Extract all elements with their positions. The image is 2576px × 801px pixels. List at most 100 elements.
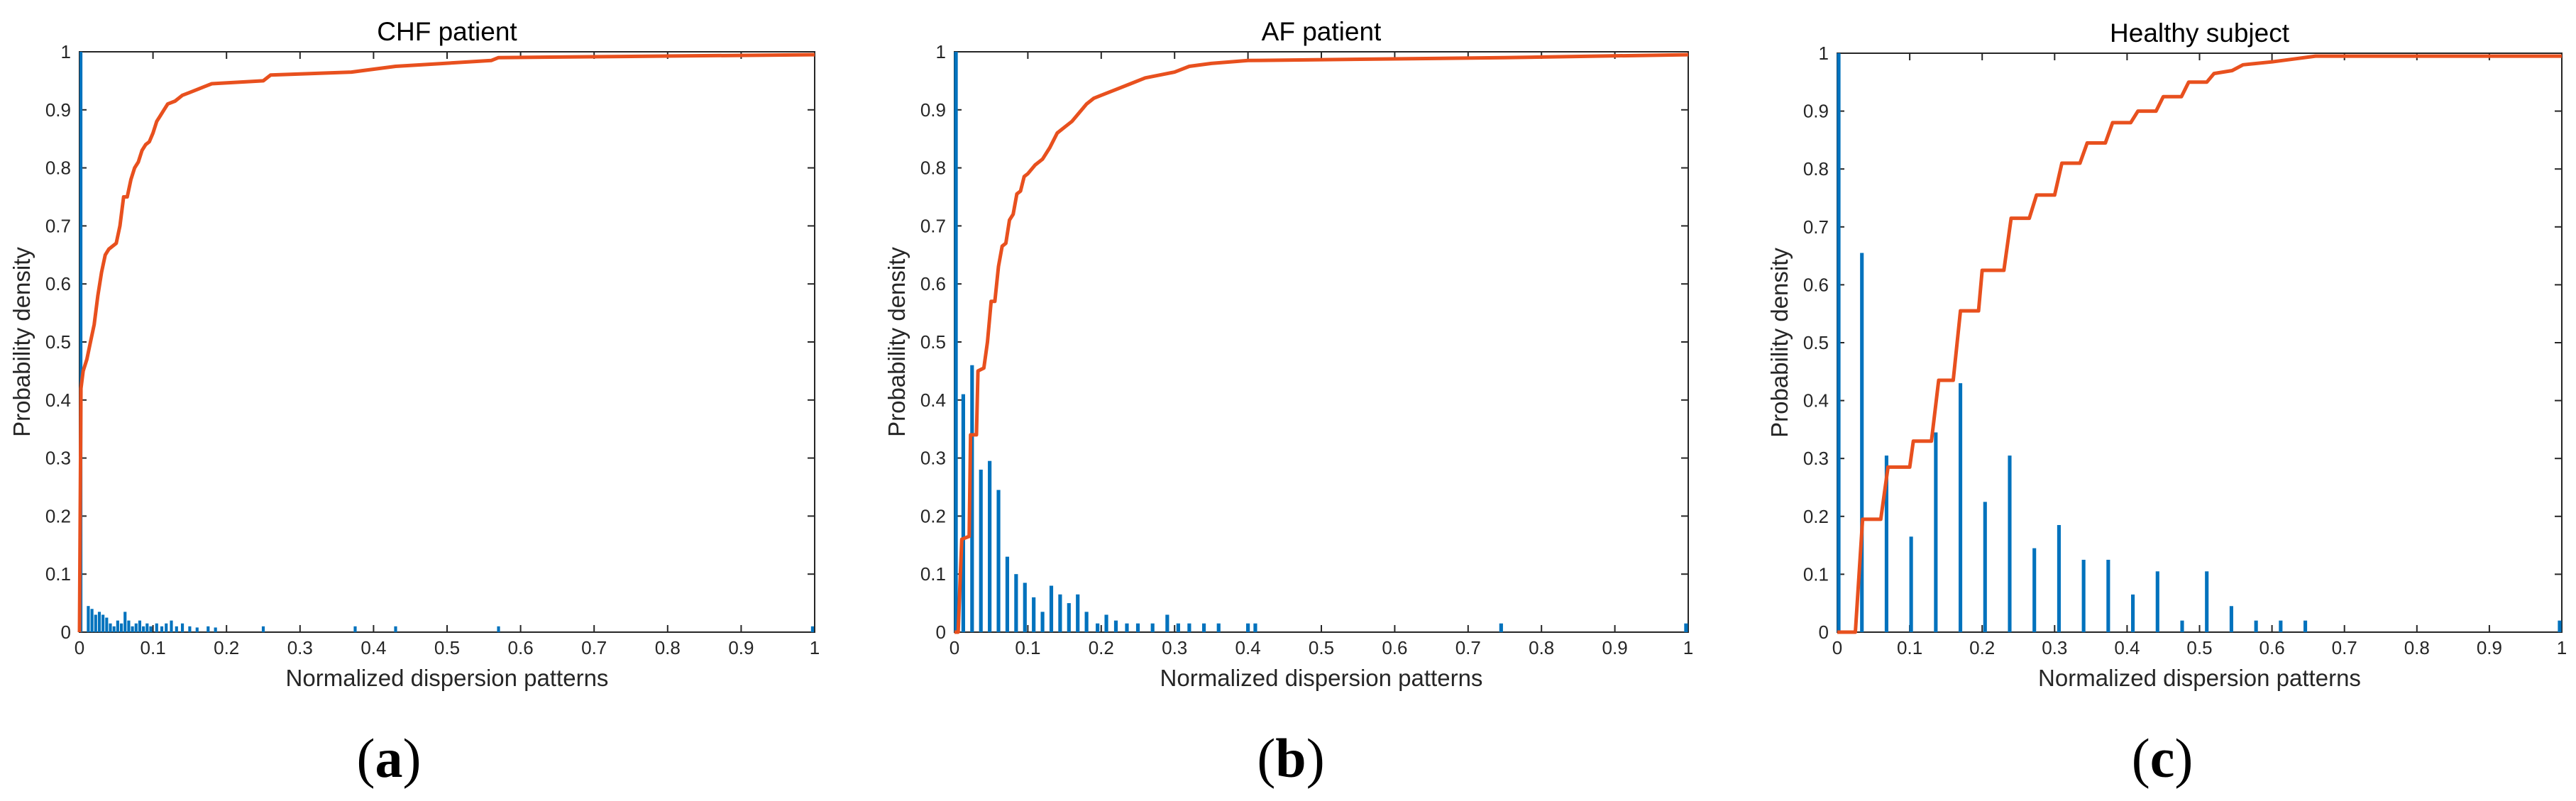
y-tick-label: 1 [61,41,71,62]
x-tick-label: 0.9 [1602,637,1628,658]
histogram-bar [2106,560,2110,632]
histogram-bar [134,623,138,632]
histogram-bar [988,460,992,632]
histogram-bar [116,620,119,632]
histogram-bar [2558,620,2562,632]
plot-frame [954,51,1689,633]
histogram-bar [109,623,112,632]
y-tick-label: 0.8 [1803,158,1829,179]
histogram-bar [101,614,105,632]
panel-label-open: ( [357,727,375,789]
x-tick-label: 0.6 [2259,637,2285,658]
y-tick-label: 0.3 [45,448,71,469]
x-tick-label: 0.5 [434,637,460,658]
cdf-line [1837,54,2562,634]
panel-label-letter: a [375,727,403,789]
histogram-bar [180,623,185,632]
histogram-bar [170,620,173,632]
histogram-bar [394,626,397,632]
y-tick-label: 0.2 [45,505,71,526]
chart-panel-b: 0 0.1 0.2 0.3 0.4 0.5 0.6 0.7 0.8 0.9 1 0 0.1 0.2 0.3 0… [884,17,1693,789]
histogram-bar [165,623,168,632]
panel-label: (a) [357,727,422,789]
y-tick-label: 0.2 [1803,506,1829,527]
y-tick-label: 0.7 [1803,216,1829,238]
histogram-bar [1983,502,1987,632]
x-tick-label: 0.6 [1382,637,1407,658]
histogram-bar [1201,623,1206,632]
histogram-bar [810,626,814,632]
histogram-bar [1216,623,1221,632]
y-tick-label: 0.6 [920,273,946,294]
histogram-bar [1040,612,1045,632]
y-tick-label: 0.7 [920,215,946,236]
histogram-bar [1067,603,1071,632]
histogram-bar [1934,432,1938,632]
cdf-line [954,53,1689,634]
histogram-bar [2057,525,2061,632]
y-tick-label: 0.7 [45,215,71,236]
y-axis-label: Probability density [1766,248,1793,438]
y-tick-label: 0 [936,622,946,643]
y-tick-label: 0.1 [1803,563,1829,585]
x-tick-label: 0 [950,637,959,658]
panel-label-close: ) [2174,727,2193,789]
x-tick-label: 0.4 [360,637,386,658]
histogram-bar [1165,614,1169,632]
histogram-bar [261,626,265,632]
panel-label-open: ( [2132,727,2150,789]
chart-title: AF patient [1262,17,1382,46]
x-tick-label: 0.4 [2114,637,2140,658]
x-tick-label: 0.6 [508,637,534,658]
histogram-bar [155,623,158,632]
y-tick-label: 0.6 [45,273,71,294]
x-tick-label: 0.8 [1529,637,1554,658]
histogram-bar [1909,536,1913,632]
panel-label-letter: c [2150,727,2175,789]
histogram-bar [961,394,965,632]
histogram-bar [2279,620,2283,632]
x-tick-label: 0.2 [1969,637,1995,658]
histogram-bar [1096,623,1100,632]
histogram-bar [2229,606,2233,632]
y-tick-label: 0 [61,622,71,643]
x-tick-label: 0.2 [1089,637,1114,658]
y-tick-label: 0.8 [45,158,71,179]
histogram-bar [79,52,83,632]
histogram-bar [1684,623,1688,632]
chart-title: Healthy subject [2110,18,2290,48]
histogram-bar [2180,620,2184,632]
histogram-bar [160,626,164,632]
x-tick-label: 1 [810,637,820,658]
y-tick-label: 0.9 [45,99,71,121]
histogram-bar [145,623,149,632]
y-tick-label: 0.5 [920,331,946,353]
y-tick-label: 0.9 [920,99,946,121]
y-axis-label: Probability density [884,247,910,437]
y-tick-label: 0.4 [920,390,946,411]
y-tick-label: 0.8 [920,158,946,179]
x-tick-label: 0.1 [141,637,166,658]
y-tick-label: 0.5 [1803,332,1829,353]
histogram-bar [123,612,127,632]
x-tick-label: 0.5 [2186,637,2212,658]
histogram-bar [1049,585,1054,632]
x-tick-label: 0.8 [655,637,681,658]
histogram-bar [2303,620,2308,632]
histogram-bar [979,469,983,632]
x-tick-label: 1 [1683,637,1693,658]
x-tick-label: 0.5 [1309,637,1334,658]
histogram-bar [1837,53,1841,632]
y-tick-label: 1 [936,41,946,62]
histogram-bar [175,626,178,632]
y-tick-label: 1 [1819,43,1829,64]
panel-label-close: ) [1306,727,1325,789]
x-axis-label: Normalized dispersion patterns [1160,665,1483,691]
chart-panel-a: 0 0.1 0.2 0.3 0.4 0.5 0.6 0.7 0.8 0.9 1 0 0.1 0.2 0.3 0… [9,17,820,789]
histogram-bar [214,627,217,632]
y-tick-label: 0.6 [1803,274,1829,295]
y-tick-label: 0.3 [920,448,946,469]
y-tick-label: 0.9 [1803,101,1829,122]
histogram-bar [1084,612,1089,632]
